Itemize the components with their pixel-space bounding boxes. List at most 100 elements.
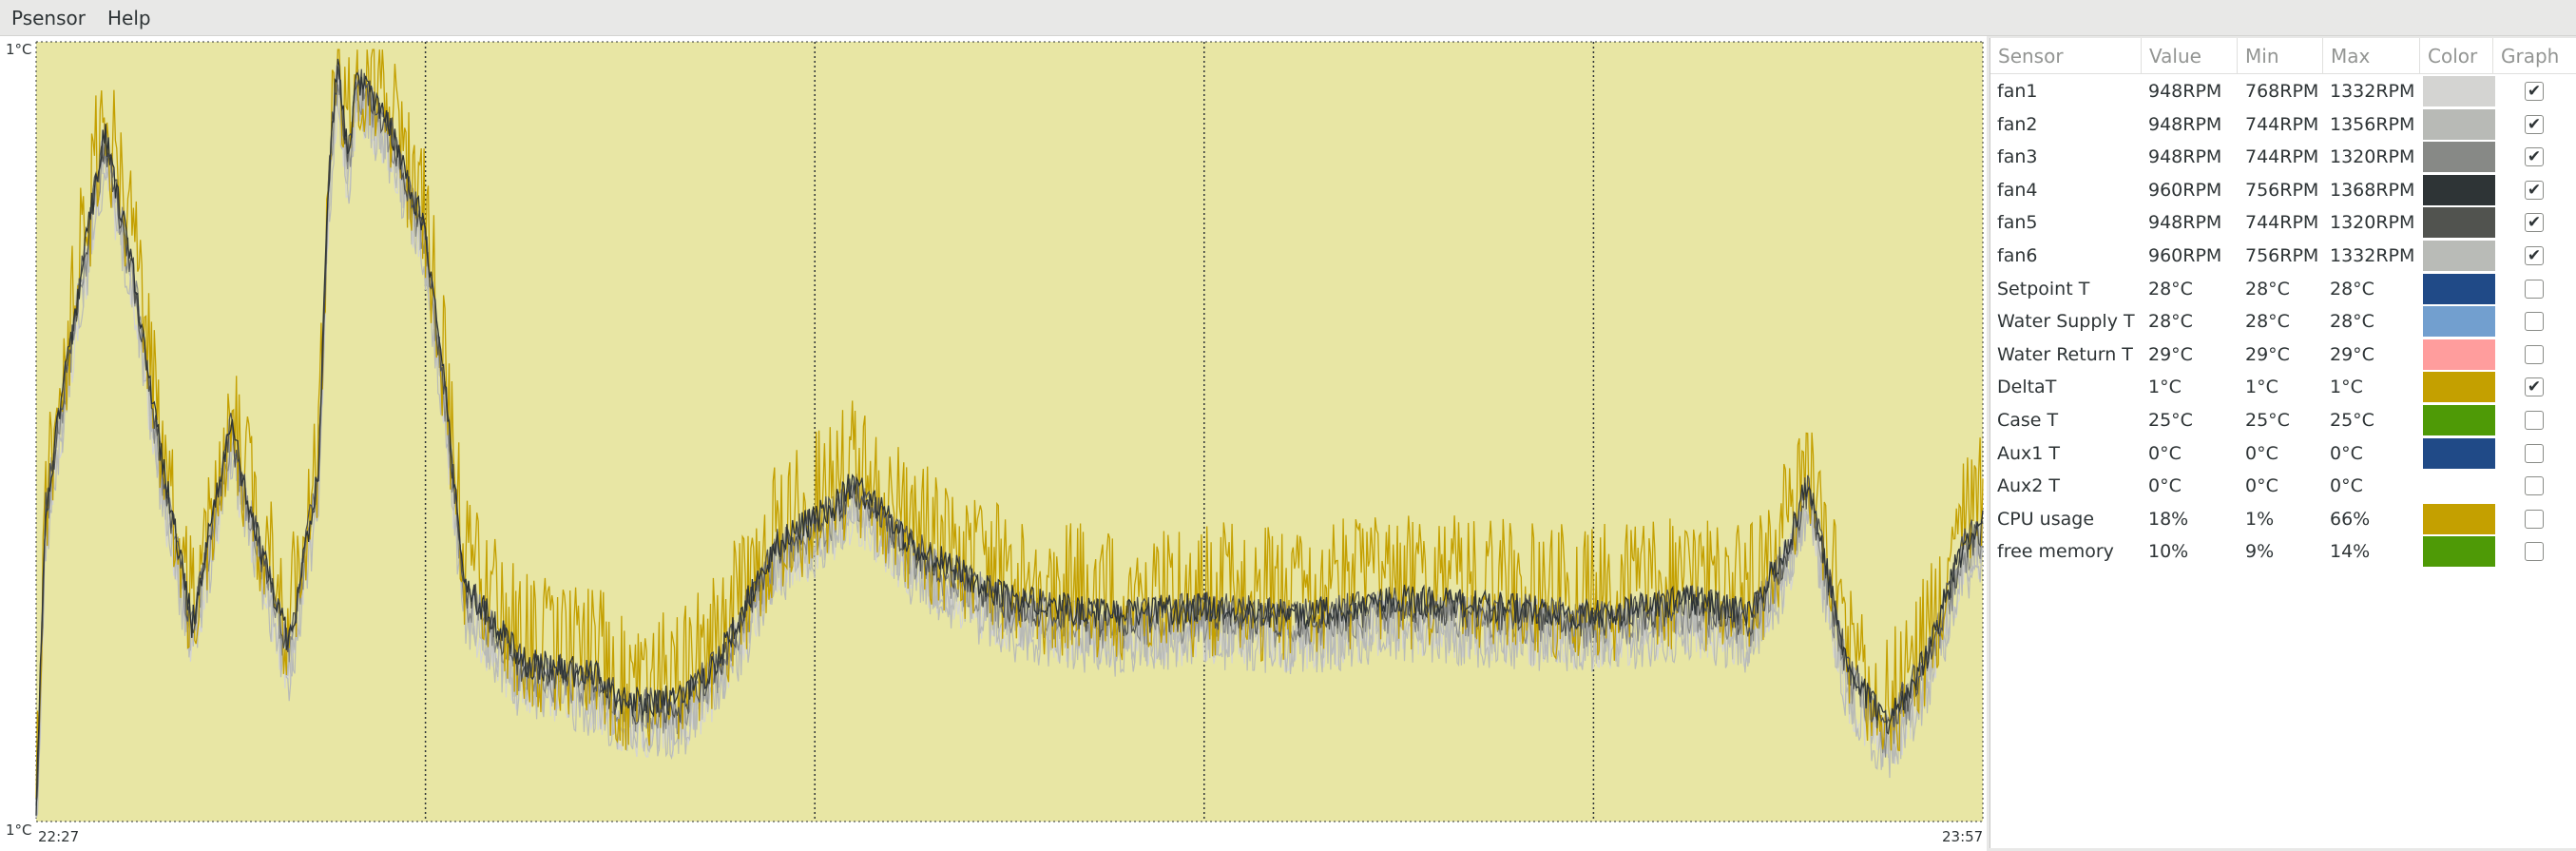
sensor-max: 1356RPM bbox=[2330, 113, 2415, 135]
graph-checkbox[interactable] bbox=[2525, 542, 2544, 562]
sensor-value: 948RPM bbox=[2148, 146, 2222, 168]
y-axis-top-label: 1°C bbox=[6, 41, 32, 58]
color-swatch[interactable] bbox=[2423, 503, 2495, 534]
table-row[interactable]: fan4 960RPM 756RPM 1368RPM ✔ bbox=[1990, 174, 2576, 206]
color-swatch[interactable] bbox=[2423, 108, 2495, 140]
table-row[interactable]: Case T 25°C 25°C 25°C bbox=[1990, 404, 2576, 436]
color-swatch[interactable] bbox=[2423, 405, 2495, 435]
sensor-max: 29°C bbox=[2330, 343, 2374, 365]
sensor-min: 28°C bbox=[2245, 311, 2290, 333]
sensor-max: 66% bbox=[2330, 508, 2371, 530]
color-swatch[interactable] bbox=[2423, 372, 2495, 403]
sensor-value: 948RPM bbox=[2148, 212, 2222, 234]
graph-checkbox[interactable]: ✔ bbox=[2525, 114, 2544, 134]
header-value[interactable]: Value bbox=[2142, 38, 2238, 74]
table-row[interactable]: DeltaT 1°C 1°C 1°C ✔ bbox=[1990, 371, 2576, 403]
sensor-value: 948RPM bbox=[2148, 113, 2222, 135]
color-swatch[interactable] bbox=[2423, 273, 2495, 304]
sensor-name: fan2 bbox=[1997, 113, 2038, 135]
graph-checkbox[interactable] bbox=[2525, 411, 2544, 430]
sensor-max: 1332RPM bbox=[2330, 245, 2415, 266]
graph-checkbox[interactable]: ✔ bbox=[2525, 377, 2544, 397]
graph-checkbox[interactable]: ✔ bbox=[2525, 180, 2544, 200]
sensor-min: 25°C bbox=[2245, 410, 2290, 431]
sensor-min: 744RPM bbox=[2245, 113, 2319, 135]
sensor-value: 0°C bbox=[2148, 442, 2182, 464]
sensor-value: 25°C bbox=[2148, 410, 2193, 431]
sensor-name: Case T bbox=[1997, 410, 2059, 431]
sensor-max: 1320RPM bbox=[2330, 146, 2415, 168]
series-fan5 bbox=[35, 66, 1984, 806]
table-row[interactable]: Aux1 T 0°C 0°C 0°C bbox=[1990, 437, 2576, 470]
x-axis-start-label: 22:27 bbox=[38, 828, 80, 845]
menu-bar: Psensor Help bbox=[0, 0, 2576, 36]
menu-help[interactable]: Help bbox=[107, 7, 151, 29]
color-swatch[interactable] bbox=[2423, 241, 2495, 271]
sensor-name: Aux1 T bbox=[1997, 442, 2061, 464]
sensor-name: Setpoint T bbox=[1997, 278, 2090, 300]
table-row[interactable]: fan2 948RPM 744RPM 1356RPM ✔ bbox=[1990, 108, 2576, 141]
sensor-table: Sensor Value Min Max Color Graph fan1 948… bbox=[1990, 38, 2576, 848]
color-swatch[interactable] bbox=[2423, 437, 2495, 469]
series-deltat bbox=[35, 48, 1984, 799]
color-swatch[interactable] bbox=[2423, 174, 2495, 205]
graph-checkbox[interactable]: ✔ bbox=[2525, 246, 2544, 265]
header-color[interactable]: Color bbox=[2420, 38, 2493, 74]
graph-checkbox[interactable] bbox=[2525, 509, 2544, 529]
color-swatch[interactable] bbox=[2423, 142, 2495, 173]
sensor-max: 1320RPM bbox=[2330, 212, 2415, 234]
sensor-min: 9% bbox=[2245, 541, 2275, 563]
color-swatch[interactable] bbox=[2423, 207, 2495, 239]
table-row[interactable]: Setpoint T 28°C 28°C 28°C bbox=[1990, 273, 2576, 305]
graph-checkbox[interactable] bbox=[2525, 279, 2544, 299]
sensor-max: 1332RPM bbox=[2330, 81, 2415, 102]
table-row[interactable]: free memory 10% 9% 14% bbox=[1990, 535, 2576, 568]
graph-checkbox[interactable]: ✔ bbox=[2525, 147, 2544, 167]
graph-canvas bbox=[35, 41, 1984, 822]
header-min[interactable]: Min bbox=[2238, 38, 2323, 74]
sensor-name: fan4 bbox=[1997, 179, 2038, 201]
header-graph[interactable]: Graph bbox=[2493, 38, 2576, 74]
sensor-min: 768RPM bbox=[2245, 81, 2319, 102]
x-axis-end-label: 23:57 bbox=[1942, 828, 1984, 845]
sensor-max: 25°C bbox=[2330, 410, 2374, 431]
table-row[interactable]: fan5 948RPM 744RPM 1320RPM ✔ bbox=[1990, 206, 2576, 239]
table-row[interactable]: fan6 960RPM 756RPM 1332RPM ✔ bbox=[1990, 240, 2576, 272]
menu-psensor[interactable]: Psensor bbox=[11, 7, 86, 29]
graph-checkbox[interactable] bbox=[2525, 344, 2544, 364]
table-row[interactable]: fan3 948RPM 744RPM 1320RPM ✔ bbox=[1990, 141, 2576, 173]
table-row[interactable]: Water Supply T 28°C 28°C 28°C bbox=[1990, 305, 2576, 338]
sensor-value: 960RPM bbox=[2148, 245, 2222, 266]
graph-checkbox[interactable]: ✔ bbox=[2525, 82, 2544, 101]
table-row[interactable]: CPU usage 18% 1% 66% bbox=[1990, 503, 2576, 535]
table-row[interactable]: fan1 948RPM 768RPM 1332RPM ✔ bbox=[1990, 75, 2576, 107]
sensor-min: 0°C bbox=[2245, 475, 2278, 497]
header-sensor[interactable]: Sensor bbox=[1990, 38, 2142, 74]
graph-checkbox[interactable] bbox=[2525, 443, 2544, 463]
sensor-name: fan5 bbox=[1997, 212, 2038, 234]
sensor-name: DeltaT bbox=[1997, 377, 2057, 398]
graph-checkbox[interactable]: ✔ bbox=[2525, 213, 2544, 233]
sensor-graph: 1°C 1°C 22:27 23:57 bbox=[0, 36, 1987, 851]
sensor-min: 756RPM bbox=[2245, 245, 2319, 266]
sensor-min: 744RPM bbox=[2245, 146, 2319, 168]
sensor-value: 29°C bbox=[2148, 343, 2193, 365]
sensor-max: 14% bbox=[2330, 541, 2371, 563]
graph-checkbox[interactable] bbox=[2525, 312, 2544, 332]
color-swatch[interactable] bbox=[2423, 306, 2495, 338]
sensor-value: 28°C bbox=[2148, 278, 2193, 300]
color-swatch[interactable] bbox=[2423, 338, 2495, 370]
plot-background bbox=[36, 42, 1983, 822]
sensor-name: free memory bbox=[1997, 541, 2114, 563]
sensor-min: 756RPM bbox=[2245, 179, 2319, 201]
series-fan4 bbox=[35, 58, 1984, 816]
color-swatch[interactable] bbox=[2423, 536, 2495, 568]
table-row[interactable]: Aux2 T 0°C 0°C 0°C bbox=[1990, 470, 2576, 502]
color-swatch[interactable] bbox=[2423, 471, 2495, 502]
graph-checkbox[interactable] bbox=[2525, 476, 2544, 496]
sensor-max: 1°C bbox=[2330, 377, 2363, 398]
header-max[interactable]: Max bbox=[2323, 38, 2420, 74]
sensor-name: fan1 bbox=[1997, 81, 2038, 102]
table-row[interactable]: Water Return T 29°C 29°C 29°C bbox=[1990, 338, 2576, 371]
color-swatch[interactable] bbox=[2423, 76, 2495, 106]
